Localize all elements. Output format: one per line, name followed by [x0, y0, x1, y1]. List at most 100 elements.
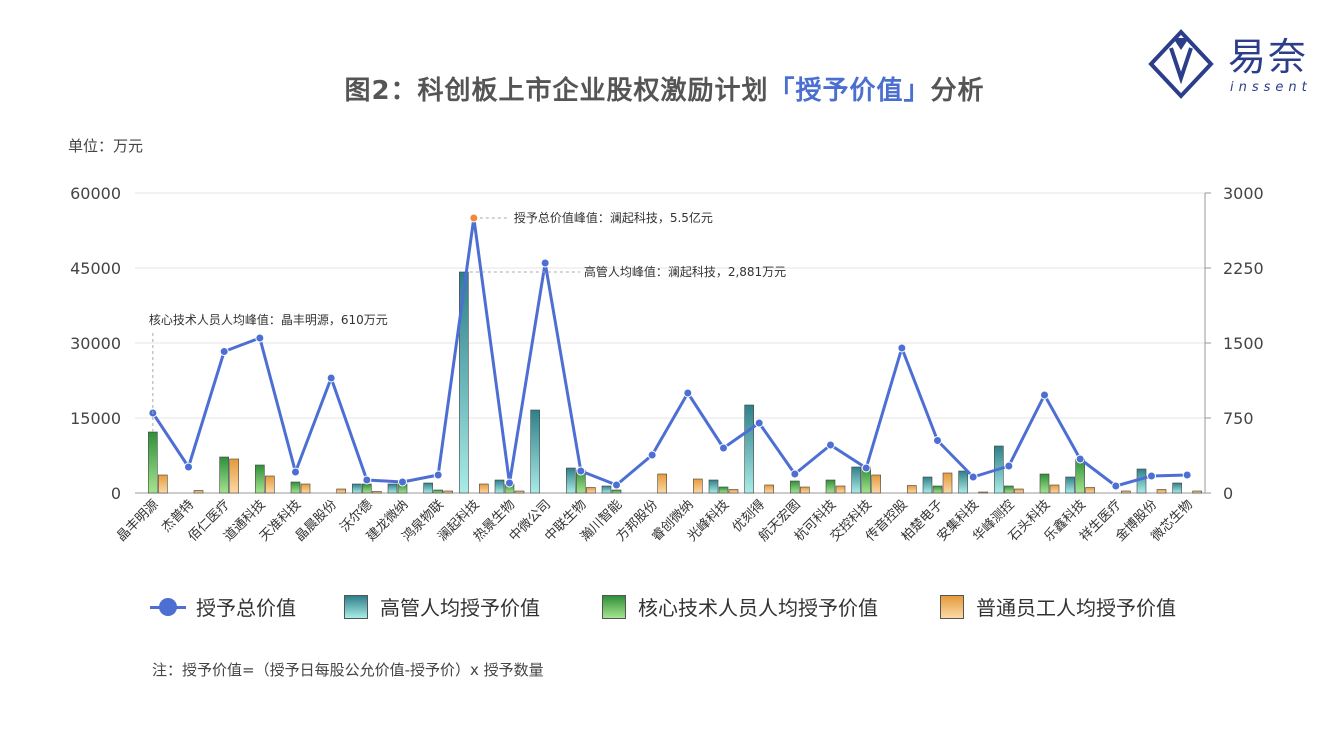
- staff-bar: [871, 474, 881, 494]
- legend-item-core: 核心技术人员人均授予价值: [602, 592, 878, 621]
- staff-bar: [514, 490, 525, 494]
- total-value-point: [861, 463, 871, 473]
- total-value-point: [647, 450, 657, 460]
- exec-peak-annotation: 高管人均峰值：澜起科技，2,881万元: [584, 264, 786, 279]
- legend-label: 高管人均授予价值: [380, 596, 540, 620]
- staff-bar: [229, 458, 239, 494]
- line-marker-icon: [150, 595, 186, 619]
- grid-lines: [135, 192, 1205, 494]
- staff-bar: [693, 478, 703, 494]
- exec-bar: [851, 466, 861, 494]
- y-right-tick-label: 3000: [1223, 184, 1264, 203]
- core-swatch-icon: [602, 594, 626, 619]
- core-bar: [362, 483, 372, 494]
- logo-chinese-text: 易奈: [1228, 35, 1309, 79]
- core-bar: [148, 431, 158, 494]
- staff-swatch-icon: [940, 594, 964, 619]
- exec-bar: [708, 479, 719, 494]
- annotations: 授予总价值峰值：澜起科技，5.5亿元高管人均峰值：澜起科技，2,881万元核心技…: [149, 210, 786, 432]
- staff-bar: [1085, 487, 1095, 494]
- legend-label: 授予总价值: [196, 596, 296, 620]
- total-value-point: [826, 440, 835, 450]
- core-bar: [290, 481, 301, 494]
- core-bar: [433, 489, 443, 494]
- y-left-tick-label: 60000: [70, 184, 121, 203]
- total-value-point: [576, 466, 586, 476]
- exec-bar: [601, 485, 612, 494]
- staff-bar: [158, 474, 168, 494]
- exec-bar: [744, 404, 754, 494]
- total-value-point: [433, 470, 443, 480]
- legend-label: 普通员工人均授予价值: [976, 596, 1176, 620]
- total-value-point: [362, 475, 372, 485]
- chart-title: 图2：科创板上市企业股权激励计划「授予价值」分析: [0, 70, 1329, 107]
- core-bar: [1039, 473, 1050, 494]
- total-value-point: [505, 478, 514, 488]
- core-bar: [790, 480, 800, 494]
- total-peak-annotation: 授予总价值峰值：澜起科技，5.5亿元: [514, 210, 713, 225]
- staff-bar: [978, 491, 988, 494]
- title-main: 图2：科创板上市企业股权激励计划: [344, 76, 769, 106]
- exec-bar: [459, 271, 469, 494]
- staff-bar: [372, 491, 382, 494]
- total-value-point: [1075, 454, 1085, 464]
- total-value-point: [754, 418, 764, 428]
- staff-bar: [336, 488, 346, 494]
- exec-bar: [566, 467, 576, 494]
- unit-label: 单位：万元: [68, 137, 144, 155]
- staff-bar: [800, 486, 810, 494]
- total-value-point: [540, 258, 550, 268]
- y-right-tick-label: 2250: [1223, 259, 1264, 278]
- staff-bar: [193, 490, 204, 494]
- y-left-tick-label: 45000: [70, 259, 121, 278]
- legend-item-staff: 普通员工人均授予价值: [940, 592, 1176, 621]
- staff-bar: [764, 484, 774, 494]
- diamond-logo-icon: [1148, 29, 1214, 99]
- core-bar: [1004, 485, 1014, 494]
- exec-bar: [958, 470, 968, 494]
- core-peak-annotation: 核心技术人员人均峰值：晶丰明源，610万元: [149, 312, 388, 327]
- staff-bar: [942, 472, 953, 494]
- staff-bar: [657, 473, 667, 494]
- staff-bar: [1121, 490, 1131, 494]
- total-value-point: [612, 480, 621, 490]
- core-bar: [255, 464, 265, 494]
- staff-bar: [300, 483, 311, 494]
- exec-bar: [530, 409, 540, 494]
- legend: 授予总价值 高管人均授予价值 核心技术人员人均授予价值 普通员工人均授予价值: [0, 592, 1329, 626]
- total-value-point: [1147, 471, 1156, 481]
- y-right-tick-label: 750: [1223, 409, 1254, 428]
- y-left-tick-label: 30000: [70, 334, 121, 353]
- total-value-point: [790, 469, 800, 479]
- total-value-point: [719, 443, 728, 453]
- total-value-point: [326, 373, 336, 383]
- y-right-tick-label: 1500: [1223, 334, 1264, 353]
- staff-bar: [586, 487, 596, 494]
- logo-english-text: inssent: [1230, 80, 1312, 95]
- legend-item-exec: 高管人均授予价值: [344, 592, 540, 621]
- total-value-point: [255, 333, 265, 343]
- total-value-point: [933, 436, 942, 445]
- legend-item-total: 授予总价值: [150, 592, 296, 621]
- footnote: 注：授予价值=（授予日每股公允价值-授予价）x 授予数量: [152, 661, 544, 679]
- core-bar: [932, 485, 943, 494]
- exec-bar: [352, 483, 362, 494]
- bar-series: [148, 271, 1202, 494]
- core-bar: [219, 456, 229, 494]
- staff-bar: [1049, 484, 1060, 494]
- exec-bar: [1172, 482, 1182, 494]
- x-category-label: 晶丰明源: [114, 497, 161, 544]
- y-left-tick-label: 0: [111, 484, 121, 503]
- total-value-point: [1004, 461, 1014, 471]
- exec-bar: [423, 482, 433, 494]
- exec-bar: [922, 476, 933, 494]
- total-value-line: [151, 216, 1188, 488]
- staff-bar: [1156, 489, 1167, 494]
- exec-bar: [387, 483, 398, 494]
- legend-label: 核心技术人员人均授予价值: [638, 596, 878, 620]
- exec-bar: [494, 479, 505, 494]
- staff-bar: [835, 485, 846, 494]
- exec-bar: [1065, 476, 1075, 494]
- core-bar: [718, 486, 729, 494]
